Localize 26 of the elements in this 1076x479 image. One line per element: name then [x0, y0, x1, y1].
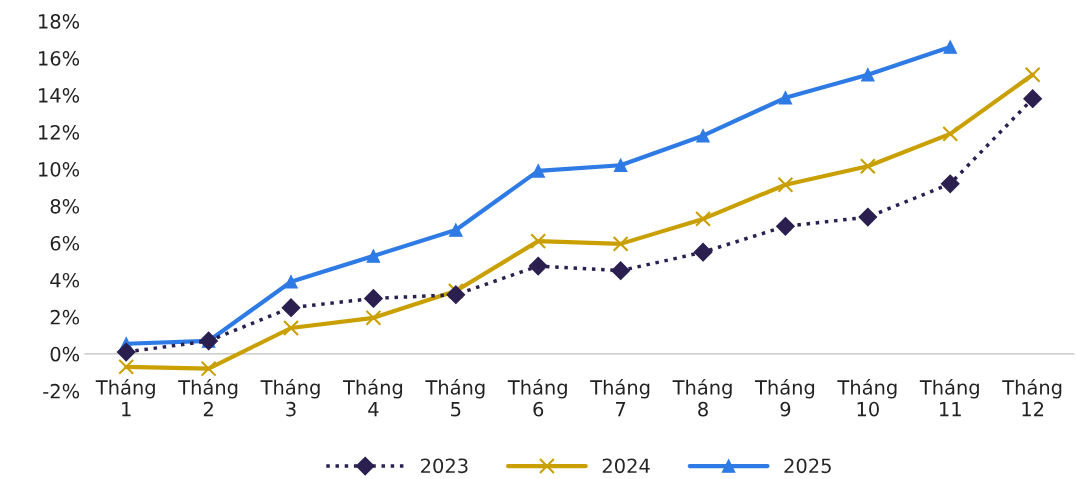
x-tick-label: Tháng 1: [95, 378, 155, 417]
x-tick-label: Tháng 9: [754, 378, 815, 417]
x-tick-label: Tháng 7: [590, 378, 650, 417]
y-tick-label: -2%: [43, 383, 80, 399]
x-tick-label: Tháng 3: [260, 378, 320, 417]
x-tick-label: Tháng 6: [507, 378, 567, 417]
y-tick-label: 2%: [50, 309, 80, 325]
y-tick-label: 14%: [39, 87, 80, 103]
y-tick-label: 18%: [39, 14, 80, 29]
x-tick-label: Tháng 2: [178, 378, 238, 417]
x-tick-label: Tháng 5: [425, 378, 485, 417]
y-tick-label: 12%: [39, 124, 80, 140]
y-tick-label: 4%: [50, 272, 80, 288]
x-tick-label: Tháng 4: [342, 378, 403, 417]
x-tick-label: Tháng 11: [919, 378, 979, 417]
y-tick-label: 0%: [50, 346, 80, 362]
legend-label: 2025: [784, 458, 831, 474]
y-tick-label: 6%: [50, 235, 80, 251]
x-tick-label: Tháng 12: [1002, 378, 1062, 417]
x-tick-label: Tháng 10: [837, 378, 897, 417]
y-tick-label: 10%: [39, 161, 80, 177]
y-tick-label: 16%: [39, 51, 80, 66]
legend-label: 2023: [421, 458, 468, 474]
legend-label: 2024: [602, 458, 650, 474]
y-tick-label: 8%: [50, 198, 80, 214]
x-tick-label: Tháng 8: [672, 378, 732, 417]
